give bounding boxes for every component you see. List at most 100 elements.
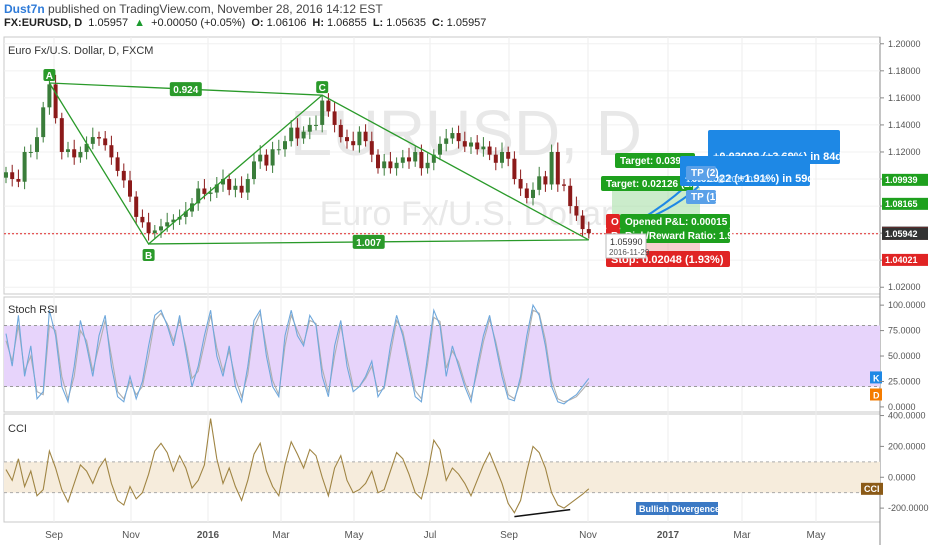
candle-body bbox=[134, 196, 139, 217]
time-tick-label: 2017 bbox=[657, 530, 680, 541]
tp1-label-text: TP (1) bbox=[691, 192, 719, 203]
tp2-label bbox=[686, 166, 716, 180]
price-tag bbox=[882, 253, 928, 266]
candle-body bbox=[562, 184, 566, 186]
target2-label-text: Target: 0.02126 (2.01%) bbox=[606, 179, 716, 190]
publish-line: Dust7n published on TradingView.com, Nov… bbox=[4, 2, 383, 16]
price-axis[interactable]: 1.200001.180001.160001.140001.120001.100… bbox=[880, 39, 929, 513]
time-axis[interactable]: Sep Nov 2016 Mar May Jul Sep Nov 2017 Mar May bbox=[45, 530, 825, 541]
candle-body bbox=[202, 188, 207, 194]
pattern-legs bbox=[48, 82, 590, 245]
price-tick-label: 1.14000 bbox=[888, 120, 921, 130]
cci-series-line bbox=[5, 418, 590, 514]
cci-tag bbox=[861, 482, 883, 495]
candle-body bbox=[97, 137, 101, 139]
published-text: published on TradingView.com, November 2… bbox=[48, 2, 383, 16]
candle-body bbox=[400, 157, 405, 163]
up-arrow-icon: ▲ bbox=[134, 17, 146, 29]
candle-body bbox=[431, 154, 436, 163]
pattern-point-label: C bbox=[319, 83, 326, 94]
time-tick-label: Nov bbox=[579, 530, 597, 541]
candle-body bbox=[177, 216, 182, 220]
open-value: 1.06106 bbox=[266, 17, 307, 29]
low-value: 1.05635 bbox=[386, 17, 426, 29]
high-label: H: bbox=[312, 17, 324, 29]
candle-body bbox=[500, 151, 504, 163]
ratio-ac-label: 0.924 bbox=[173, 85, 198, 96]
tp2-label-text: TP (2) bbox=[691, 168, 719, 179]
time-tick-label: May bbox=[807, 530, 826, 541]
candle-body bbox=[258, 154, 263, 162]
cci-line[interactable]: Bullish Divergence CCI bbox=[5, 418, 883, 518]
ratio-ac-box bbox=[169, 82, 202, 97]
candle-body bbox=[338, 124, 343, 138]
price-tick-label: 1.02000 bbox=[888, 282, 921, 292]
cci-tick-label: 200.0000 bbox=[888, 441, 926, 451]
candle-body bbox=[512, 158, 517, 180]
cci-tick-label: -200.0000 bbox=[888, 503, 929, 513]
candle-body bbox=[270, 149, 275, 166]
time-tick-label: Mar bbox=[733, 530, 751, 541]
candle-body bbox=[115, 157, 120, 171]
ratio-bd-label: 1.007 bbox=[356, 238, 381, 249]
time-tick-label: Jul bbox=[424, 530, 437, 541]
candle-body bbox=[283, 141, 287, 150]
candlesticks[interactable] bbox=[4, 74, 591, 241]
cci-tick-label: 400.0000 bbox=[888, 411, 926, 421]
candle-body bbox=[109, 145, 114, 158]
candle-body bbox=[140, 216, 145, 223]
long-position-tool[interactable]: Target: 0.03908 Target: 0.02126 (2.01%) Op… bbox=[601, 130, 842, 267]
cursor-date: 2016-11-29 bbox=[609, 248, 650, 257]
candle-body bbox=[301, 131, 306, 139]
target2-label bbox=[601, 176, 693, 191]
price-tag-label: 1.04021 bbox=[885, 255, 918, 265]
cci-tag-label: CCI bbox=[864, 484, 880, 494]
cursor-box bbox=[605, 233, 647, 259]
risk-reward-label-text: Risk/Reward Ratio: 1.95 bbox=[625, 231, 739, 242]
pattern-point-a bbox=[43, 68, 56, 81]
price-tag bbox=[882, 227, 928, 240]
candle-body bbox=[66, 149, 70, 152]
stoch-d-tag-label: D bbox=[873, 390, 880, 400]
time-tick-label: May bbox=[345, 530, 364, 541]
price-change: +0.00050 (+0.05%) bbox=[151, 17, 246, 29]
candle-body bbox=[314, 124, 318, 126]
candle-body bbox=[493, 154, 498, 163]
candle-body bbox=[165, 222, 170, 227]
candle-body bbox=[462, 141, 467, 147]
time-tick-label: Nov bbox=[122, 530, 140, 541]
stoch-d-tag bbox=[870, 388, 882, 401]
pattern-point-c bbox=[316, 81, 329, 94]
candle-body bbox=[289, 127, 294, 142]
candle-body bbox=[84, 143, 89, 152]
candle-body bbox=[208, 192, 213, 194]
price-tag bbox=[882, 173, 928, 186]
candle-body bbox=[239, 185, 244, 193]
candle-body bbox=[326, 100, 331, 112]
author-link[interactable]: Dust7n bbox=[4, 2, 45, 16]
candle-body bbox=[363, 131, 368, 142]
candle-body bbox=[351, 141, 356, 146]
candle-body bbox=[524, 188, 529, 198]
candle-body bbox=[28, 151, 33, 153]
candle-body bbox=[10, 172, 15, 180]
candle-body bbox=[221, 179, 225, 185]
candle-body bbox=[475, 142, 480, 150]
harmonic-pattern[interactable]: A B C 0.924 1.007 bbox=[43, 68, 590, 262]
time-tick-label: 2016 bbox=[197, 530, 220, 541]
candle-body bbox=[345, 137, 349, 142]
info1-box bbox=[708, 130, 840, 164]
opened-pl-label bbox=[620, 214, 730, 229]
candle-body bbox=[537, 176, 542, 190]
cci-legend: CCI bbox=[8, 423, 27, 435]
candle-body bbox=[357, 131, 362, 146]
stoch-rsi-lines[interactable]: KD bbox=[5, 303, 882, 405]
cci-tick-label: 0.0000 bbox=[888, 472, 916, 482]
candle-body bbox=[574, 206, 579, 216]
risk-reward-label bbox=[620, 228, 730, 243]
candle-body bbox=[419, 151, 424, 169]
candle-body bbox=[59, 118, 64, 152]
candle-body bbox=[307, 124, 312, 132]
candle-body bbox=[332, 111, 337, 125]
